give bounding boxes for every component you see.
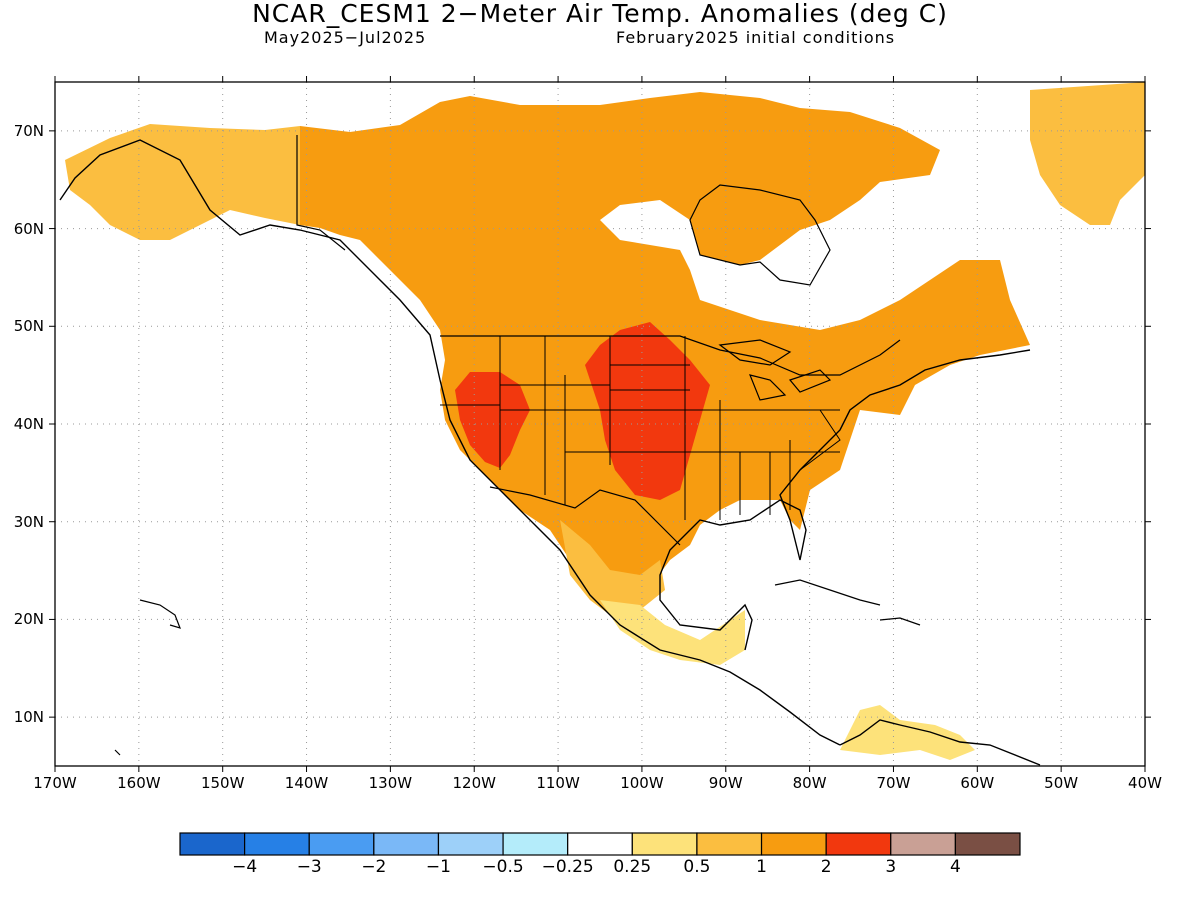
lat-label: 20N — [13, 610, 44, 629]
lon-label: 110W — [536, 774, 580, 792]
colorbar-label: 3 — [885, 857, 897, 877]
lon-label: 40W — [1128, 774, 1162, 792]
colorbar-label: −2 — [361, 857, 387, 877]
lon-label: 50W — [1044, 774, 1079, 792]
colorbar-label: −1 — [425, 857, 451, 877]
lon-label: 150W — [200, 774, 245, 792]
lon-label: 60W — [960, 774, 995, 792]
lon-label: 90W — [708, 774, 743, 792]
us-mexico-border — [489, 486, 681, 546]
colorbar-label: −0.25 — [541, 857, 594, 877]
colorbar-label: 4 — [949, 857, 961, 877]
colorbar-label: −3 — [296, 857, 322, 877]
lon-label: 80W — [792, 774, 827, 792]
gridlines — [55, 82, 1145, 766]
lat-label: 50N — [13, 317, 44, 336]
map-title: NCAR_CESM1 2−Meter Air Temp. Anomalies (… — [252, 0, 948, 28]
hudson-bay-coast — [689, 184, 831, 286]
colorbar-label: 0.25 — [613, 857, 652, 877]
south-america-slight — [840, 705, 975, 760]
colorbar-label: −4 — [232, 857, 258, 877]
lon-label: 140W — [284, 774, 329, 792]
lat-label: 10N — [13, 708, 44, 727]
greenland-mild — [1030, 82, 1145, 225]
us-canada-border — [440, 335, 901, 376]
lat-label: 40N — [13, 415, 44, 433]
colorbar-label: 0.5 — [683, 857, 711, 877]
coastline-north-america — [59, 139, 1041, 766]
mexico-mild-region — [560, 520, 665, 615]
great-lakes — [718, 339, 832, 401]
lon-label: 70W — [876, 774, 911, 792]
western-us-hot-core — [455, 372, 530, 468]
cuba-islands — [114, 579, 921, 756]
initial-conditions: February2025 initial conditions — [616, 28, 896, 47]
lon-label: 170W — [33, 774, 77, 792]
lat-label: 30N — [13, 512, 44, 531]
colorbar-label: −0.5 — [482, 857, 524, 877]
forecast-period: May2025−Jul2025 — [264, 28, 427, 47]
central-america-slight — [600, 600, 745, 665]
colorbar-label: 1 — [756, 857, 767, 877]
central-plains-hot-core — [585, 322, 710, 500]
lat-label: 60N — [13, 219, 44, 238]
lon-label: 120W — [452, 774, 496, 792]
axis-ticks — [49, 76, 1151, 772]
alaska-mild-region — [65, 124, 300, 240]
state-borders — [440, 336, 841, 520]
colorbar-label: 2 — [820, 857, 832, 877]
alaska-canada-border — [296, 135, 346, 251]
lon-label: 100W — [620, 774, 664, 792]
lon-label: 130W — [368, 774, 413, 792]
lon-label: 160W — [117, 774, 161, 792]
lat-label: 70N — [13, 121, 44, 140]
